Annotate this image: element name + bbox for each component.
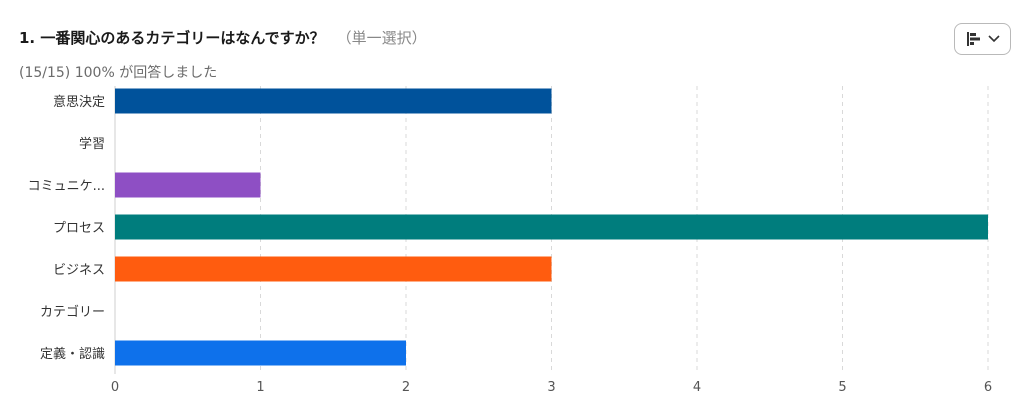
chevron-down-icon bbox=[987, 35, 1000, 43]
bar-6[interactable] bbox=[115, 340, 406, 366]
category-label-2: コミュニケ... bbox=[28, 179, 105, 194]
category-label-6: 定義・認識 bbox=[40, 346, 105, 362]
category-label-5: カテゴリー bbox=[40, 304, 105, 320]
response-summary: (15/15) 100% が回答しました bbox=[19, 65, 218, 81]
category-label-1: 学習 bbox=[79, 136, 105, 152]
category-label-4: ビジネス bbox=[53, 263, 105, 278]
x-tick-label-1: 1 bbox=[256, 380, 264, 395]
question-type-note: （単一選択） bbox=[336, 29, 427, 47]
x-tick-label-0: 0 bbox=[111, 380, 119, 395]
x-tick-label-6: 6 bbox=[984, 380, 992, 395]
category-label-3: プロセス bbox=[53, 221, 105, 236]
x-tick-label-5: 5 bbox=[838, 380, 846, 395]
bar-4[interactable] bbox=[115, 256, 552, 282]
question-title: 1. 一番関心のあるカテゴリーはなんですか？ （単一選択） bbox=[19, 27, 427, 48]
bar-2[interactable] bbox=[115, 172, 261, 198]
question-title-text: 1. 一番関心のあるカテゴリーはなんですか？ bbox=[19, 29, 325, 47]
bar-chart-icon bbox=[966, 32, 982, 46]
category-label-0: 意思決定 bbox=[53, 94, 105, 110]
bar-3[interactable] bbox=[115, 214, 988, 240]
x-tick-label-3: 3 bbox=[547, 380, 555, 395]
x-tick-label-4: 4 bbox=[693, 380, 701, 395]
x-tick-label-2: 2 bbox=[402, 380, 410, 395]
chart-type-button[interactable] bbox=[954, 23, 1011, 55]
bar-0[interactable] bbox=[115, 88, 552, 114]
